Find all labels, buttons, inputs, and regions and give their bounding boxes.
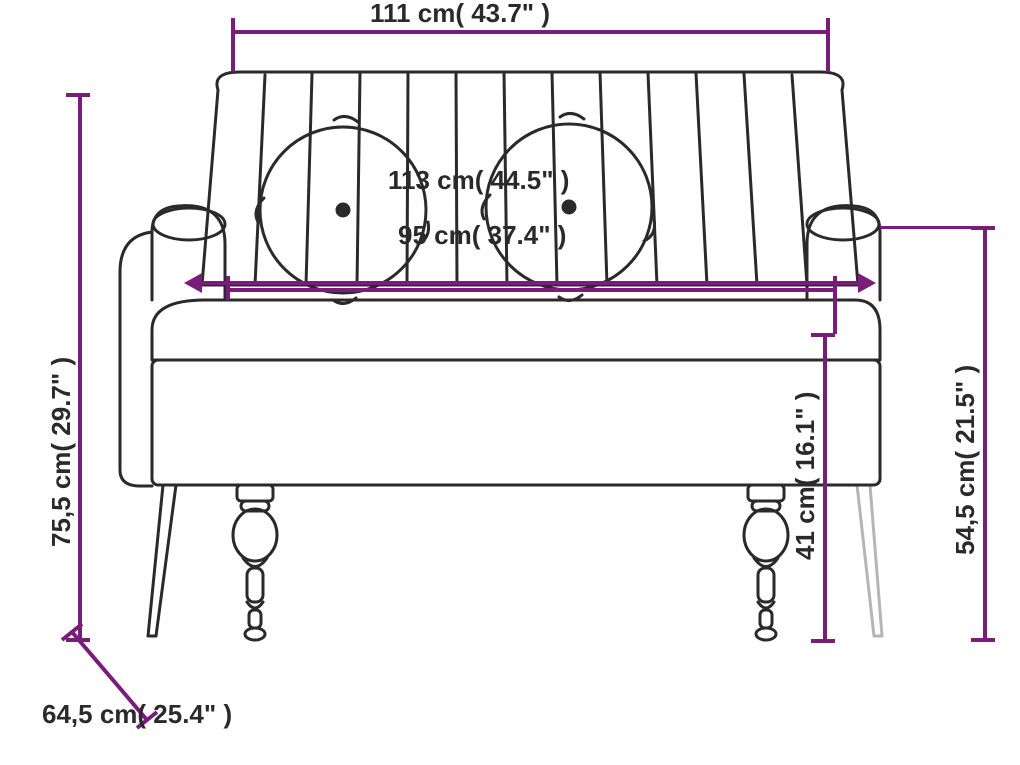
label-top-width: 111 cm( 43.7" ) xyxy=(370,0,550,29)
label-overall-height: 75,5 cm( 29.7" ) xyxy=(46,357,77,547)
label-seat-width: 95 cm( 37.4" ) xyxy=(398,220,566,251)
diagram-stage: 111 cm( 43.7" ) 113 cm( 44.5" ) 95 cm( 3… xyxy=(0,0,1020,765)
label-arm-height: 54,5 cm( 21.5" ) xyxy=(950,365,981,555)
label-arm-span: 113 cm( 44.5" ) xyxy=(388,165,569,196)
label-seat-height: 41 cm( 16.1" ) xyxy=(790,392,821,560)
label-depth: 64,5 cm( 25.4" ) xyxy=(42,699,232,730)
dim-depth xyxy=(0,0,1020,765)
